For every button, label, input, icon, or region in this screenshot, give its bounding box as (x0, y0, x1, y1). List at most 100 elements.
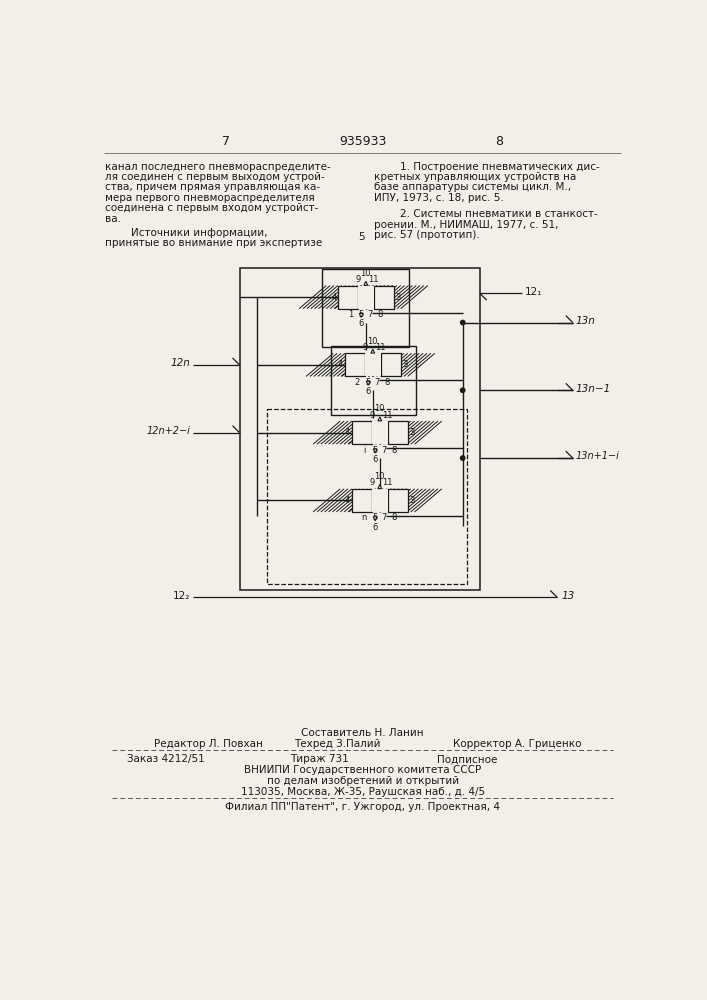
Bar (267, 409, 467, 584)
Text: 9: 9 (369, 411, 375, 420)
Bar (380, 353, 401, 376)
Text: 1. Построение пневматических дис-: 1. Построение пневматических дис- (373, 162, 600, 172)
Text: 3: 3 (395, 293, 401, 302)
Text: 5: 5 (358, 310, 364, 319)
Bar (372, 421, 387, 444)
Text: 935933: 935933 (339, 135, 387, 148)
Text: 5: 5 (373, 446, 378, 455)
Text: Подписное: Подписное (437, 754, 498, 764)
Bar (372, 489, 387, 512)
Text: 10: 10 (375, 404, 385, 413)
Text: Корректор А. Гриценко: Корректор А. Гриценко (452, 739, 581, 749)
Text: 7: 7 (375, 378, 380, 387)
Text: ля соединен с первым выходом устрой-: ля соединен с первым выходом устрой- (105, 172, 325, 182)
Text: рис. 57 (прототип).: рис. 57 (прототип). (373, 230, 479, 240)
Bar (352, 421, 372, 444)
Text: 2. Системы пневматики в станкост-: 2. Системы пневматики в станкост- (373, 209, 597, 219)
Text: 7: 7 (382, 513, 387, 522)
Text: ИПУ, 1973, с. 18, рис. 5.: ИПУ, 1973, с. 18, рис. 5. (373, 193, 503, 203)
Text: 3: 3 (402, 360, 408, 369)
Text: 7: 7 (221, 135, 230, 148)
Text: 11: 11 (375, 343, 386, 352)
Circle shape (460, 320, 465, 325)
Text: 13n: 13n (575, 316, 595, 326)
Text: 5: 5 (373, 513, 378, 522)
Text: 8: 8 (377, 310, 382, 319)
Text: базе аппаратуры системы цикл. М.,: базе аппаратуры системы цикл. М., (373, 182, 571, 192)
Text: 10: 10 (368, 337, 378, 346)
Text: мера первого пневмораспределителя: мера первого пневмораспределителя (105, 193, 315, 203)
Text: 12₁: 12₁ (525, 287, 542, 297)
Bar (358, 286, 373, 309)
Text: ВНИИПИ Государственного комитета СССР: ВНИИПИ Государственного комитета СССР (244, 765, 481, 775)
Text: 9: 9 (369, 478, 375, 487)
Text: 3: 3 (409, 428, 414, 437)
Text: n: n (361, 513, 367, 522)
Bar (345, 353, 365, 376)
Bar (338, 286, 358, 309)
Text: 6: 6 (358, 319, 364, 328)
Text: 11: 11 (382, 478, 393, 487)
Text: Источники информации,: Источники информации, (105, 228, 268, 238)
Bar (352, 489, 372, 512)
Text: 12n: 12n (171, 358, 191, 368)
Text: 8: 8 (391, 446, 397, 455)
Bar (352, 421, 372, 444)
Bar (387, 489, 408, 512)
Text: 12n+2−i: 12n+2−i (147, 426, 191, 436)
Bar (387, 421, 408, 444)
Bar (373, 286, 394, 309)
Text: 9: 9 (356, 275, 361, 284)
Text: 8: 8 (391, 513, 397, 522)
Text: по делам изобретений и открытий: по делам изобретений и открытий (267, 776, 459, 786)
Text: 12₂: 12₂ (173, 591, 191, 601)
Circle shape (460, 388, 465, 392)
Bar (380, 353, 401, 376)
Text: 13n+1−i: 13n+1−i (575, 451, 619, 461)
Bar (322, 269, 409, 347)
Text: канал последнего пневмораспределите-: канал последнего пневмораспределите- (105, 162, 331, 172)
Text: 10: 10 (361, 269, 371, 278)
Text: 4: 4 (331, 293, 337, 302)
Text: 13: 13 (561, 591, 574, 601)
Text: 2: 2 (355, 378, 360, 387)
Text: Редактор Л. Повхан: Редактор Л. Повхан (154, 739, 263, 749)
Text: 6: 6 (373, 455, 378, 464)
Bar (365, 353, 380, 376)
Bar (331, 346, 416, 415)
Bar (345, 353, 365, 376)
Text: 11: 11 (382, 411, 393, 420)
Text: 7: 7 (368, 310, 373, 319)
Text: 8: 8 (384, 378, 390, 387)
Text: 4: 4 (338, 360, 344, 369)
Bar (240, 268, 480, 590)
Text: кретных управляющих устройств на: кретных управляющих устройств на (373, 172, 575, 182)
Text: Тираж 731: Тираж 731 (290, 754, 349, 764)
Circle shape (460, 456, 465, 460)
Text: ва.: ва. (105, 214, 122, 224)
Text: 5: 5 (366, 378, 370, 387)
Text: соединена с первым входом устройст-: соединена с первым входом устройст- (105, 203, 319, 213)
Bar (387, 421, 408, 444)
Text: роении. М., НИИМАШ, 1977, с. 51,: роении. М., НИИМАШ, 1977, с. 51, (373, 220, 558, 230)
Text: 3: 3 (409, 496, 414, 505)
Text: 6: 6 (366, 387, 371, 396)
Text: принятые во внимание при экспертизе: принятые во внимание при экспертизе (105, 238, 322, 248)
Text: 10: 10 (375, 472, 385, 481)
Text: 13n−1: 13n−1 (575, 384, 610, 394)
Text: 113035, Москва, Ж-35, Раушская наб., д. 4/5: 113035, Москва, Ж-35, Раушская наб., д. … (240, 787, 485, 797)
Text: i: i (363, 446, 366, 455)
Text: Составитель Н. Ланин: Составитель Н. Ланин (301, 728, 424, 738)
Text: Техред З.Палий: Техред З.Палий (293, 739, 380, 749)
Text: 4: 4 (345, 496, 351, 505)
Text: 6: 6 (373, 523, 378, 532)
Bar (387, 489, 408, 512)
Bar (338, 286, 358, 309)
Text: 9: 9 (363, 343, 368, 352)
Text: 7: 7 (382, 446, 387, 455)
Bar (373, 286, 394, 309)
Text: Заказ 4212/51: Заказ 4212/51 (127, 754, 205, 764)
Text: 8: 8 (495, 135, 503, 148)
Text: 11: 11 (368, 275, 379, 284)
Text: 4: 4 (345, 428, 351, 437)
